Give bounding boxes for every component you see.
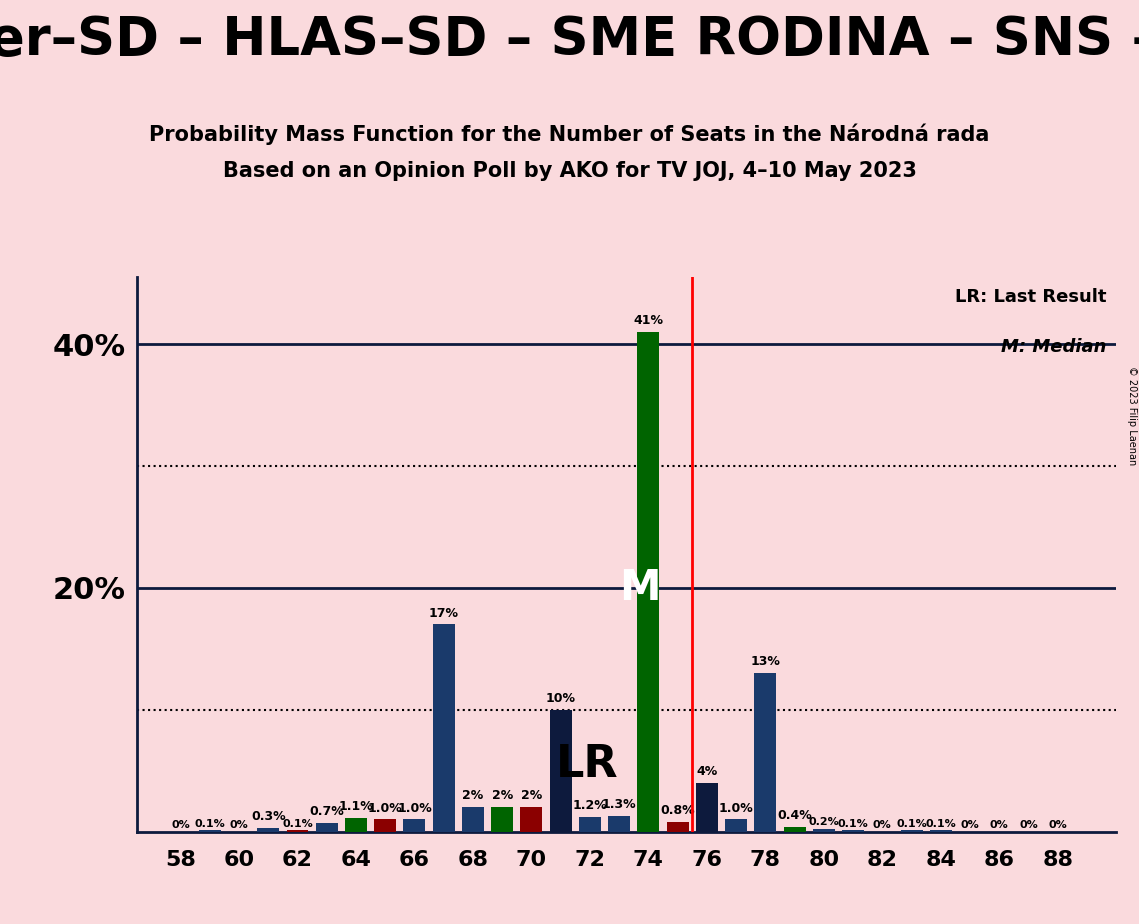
Text: 0%: 0% <box>230 820 248 830</box>
Text: Based on an Opinion Poll by AKO for TV JOJ, 4–10 May 2023: Based on an Opinion Poll by AKO for TV J… <box>222 161 917 181</box>
Text: 0%: 0% <box>960 820 980 830</box>
Bar <box>491 808 514 832</box>
Text: 0.4%: 0.4% <box>777 808 812 821</box>
Bar <box>199 831 221 832</box>
Text: 0%: 0% <box>171 820 190 830</box>
Text: 2%: 2% <box>492 789 513 802</box>
Text: 2%: 2% <box>521 789 542 802</box>
Bar <box>579 817 601 832</box>
Text: 0.3%: 0.3% <box>251 810 286 823</box>
Bar <box>403 820 426 832</box>
Text: 0%: 0% <box>1019 820 1038 830</box>
Bar <box>287 831 309 832</box>
Text: 0%: 0% <box>990 820 1009 830</box>
Text: 0.7%: 0.7% <box>310 805 344 818</box>
Bar <box>726 820 747 832</box>
Text: 4%: 4% <box>696 765 718 778</box>
Bar <box>316 823 337 832</box>
Bar <box>929 831 952 832</box>
Bar <box>375 820 396 832</box>
Text: 2%: 2% <box>462 789 484 802</box>
Bar <box>813 829 835 832</box>
Bar <box>462 808 484 832</box>
Text: 0.2%: 0.2% <box>809 818 839 827</box>
Text: 0.1%: 0.1% <box>896 819 927 829</box>
Bar <box>345 818 367 832</box>
Text: M: M <box>618 567 661 609</box>
Text: 17%: 17% <box>428 606 459 620</box>
Bar <box>257 828 279 832</box>
Text: 0.1%: 0.1% <box>282 819 313 829</box>
Bar <box>608 816 630 832</box>
Text: © 2023 Filip Laenan: © 2023 Filip Laenan <box>1126 366 1137 466</box>
Bar <box>901 831 923 832</box>
Text: 13%: 13% <box>751 655 780 668</box>
Bar <box>696 783 718 832</box>
Text: 0.1%: 0.1% <box>195 819 226 829</box>
Text: 1.3%: 1.3% <box>601 798 637 811</box>
Text: Probability Mass Function for the Number of Seats in the Národná rada: Probability Mass Function for the Number… <box>149 123 990 145</box>
Text: 1.0%: 1.0% <box>368 801 402 815</box>
Bar <box>550 710 572 832</box>
Bar <box>638 332 659 832</box>
Text: 1.1%: 1.1% <box>338 800 374 813</box>
Text: 0%: 0% <box>872 820 892 830</box>
Text: 41%: 41% <box>633 314 663 327</box>
Bar <box>433 625 454 832</box>
Text: LR: Last Result: LR: Last Result <box>954 288 1106 306</box>
Bar <box>842 831 865 832</box>
Bar <box>784 827 805 832</box>
Bar <box>754 674 777 832</box>
Text: er–SD – HLAS–SD – SME RODINA – SNS – Kotleba–ĽS: er–SD – HLAS–SD – SME RODINA – SNS – Kot… <box>0 14 1139 66</box>
Text: LR: LR <box>556 743 618 786</box>
Bar <box>521 808 542 832</box>
Text: 0%: 0% <box>1048 820 1067 830</box>
Text: 0.8%: 0.8% <box>661 804 695 817</box>
Text: M: Median: M: Median <box>1001 338 1106 356</box>
Text: 1.0%: 1.0% <box>398 801 432 815</box>
Text: 1.0%: 1.0% <box>719 801 754 815</box>
Text: 0.1%: 0.1% <box>925 819 956 829</box>
Text: 1.2%: 1.2% <box>573 799 607 812</box>
Text: 10%: 10% <box>546 692 575 705</box>
Bar <box>666 821 689 832</box>
Text: 0.1%: 0.1% <box>837 819 868 829</box>
